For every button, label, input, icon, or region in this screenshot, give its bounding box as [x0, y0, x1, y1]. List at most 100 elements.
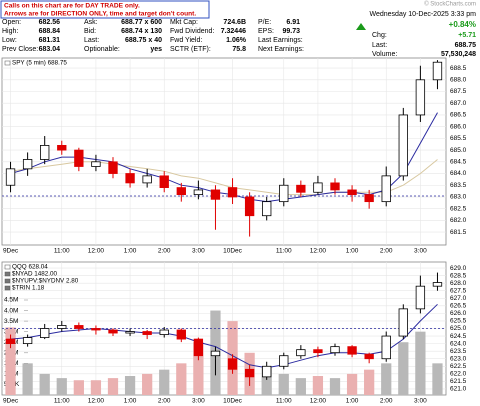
y-tick-label: 682.0	[450, 217, 467, 224]
candle-body	[330, 346, 340, 354]
volume-tick-label: 3.5M	[4, 318, 18, 325]
candle-body	[210, 189, 221, 200]
candle-body	[176, 329, 186, 340]
legend-entry: SPY (5 min) 688.75	[12, 60, 67, 67]
y-tick-label: 628.0	[450, 280, 467, 287]
x-tick-label: 12:00	[310, 248, 327, 255]
legend-swatch	[4, 285, 11, 291]
candle-body	[5, 168, 16, 186]
x-tick-label: 11:00	[276, 248, 292, 255]
x-tick-label: 12:00	[310, 398, 327, 405]
change-pct: +0.84%	[449, 20, 476, 29]
quote-value: 6.91	[286, 19, 300, 26]
y-tick-label: 621.5	[450, 378, 467, 385]
candle-body	[313, 182, 323, 193]
candle-body	[159, 175, 169, 188]
volume-bar	[124, 376, 136, 395]
candle-body	[57, 145, 67, 151]
candle-body	[57, 325, 67, 329]
y-tick-label: 622.5	[450, 363, 467, 370]
quote-value: 683.04	[39, 46, 61, 53]
x-tick-label: 3:00	[414, 398, 427, 405]
volume-bar	[22, 363, 33, 395]
candle-body	[142, 175, 152, 184]
candle-body	[244, 196, 255, 217]
volume-bar	[90, 380, 102, 395]
quote-label: Prev Close:	[2, 46, 38, 53]
quote-label: Fwd Yield:	[170, 37, 202, 44]
y-tick-label: 627.5	[450, 287, 467, 294]
chg-value: +5.71	[458, 32, 476, 39]
candle-body	[91, 161, 101, 167]
x-tick-label: 2:00	[158, 248, 171, 255]
candle-body	[347, 189, 357, 196]
x-tick-label: 2:00	[380, 398, 393, 405]
x-tick-label: 3:00	[192, 398, 205, 405]
candle-body	[381, 175, 391, 203]
legend-swatch	[4, 264, 11, 270]
volume-bar	[56, 378, 67, 395]
x-tick-label: 12:00	[88, 398, 105, 405]
quote-value: 681.31	[39, 37, 61, 44]
candle-body	[74, 149, 84, 167]
quote-label: Bid:	[84, 28, 96, 35]
x-tick-label: 2:00	[380, 248, 393, 255]
legend-entry: $NYAD 1482.00	[12, 271, 58, 278]
y-tick-label: 683.5	[450, 182, 467, 189]
y-tick-label: 622.0	[450, 371, 467, 378]
quote-label: P/E:	[258, 19, 271, 26]
y-tick-label: 625.0	[450, 325, 467, 332]
quote-label: Next Earnings:	[258, 46, 304, 53]
volume-bar	[295, 378, 306, 395]
candle-body	[296, 349, 306, 357]
volume-bar	[159, 369, 170, 395]
volume-label: Volume:	[372, 51, 397, 58]
candle-body	[227, 358, 238, 370]
y-tick-label: 686.0	[450, 123, 467, 130]
y-tick-label: 684.0	[450, 170, 467, 177]
x-tick-label: 10Dec	[223, 398, 243, 405]
quote-label: High:	[2, 28, 18, 35]
quote-value: 7.32446	[221, 28, 246, 35]
quote-value: 724.6B	[223, 19, 246, 26]
y-tick-label: 624.5	[450, 333, 467, 340]
quote-value: 688.77 x 600	[121, 19, 162, 26]
volume-bar	[278, 373, 289, 395]
volume-bar	[415, 331, 426, 395]
y-tick-label: 628.5	[450, 272, 467, 279]
quote-value: 75.8	[232, 46, 246, 53]
timestamp: Wednesday 10-Dec-2025 3:33 pm	[370, 11, 477, 18]
volume-bar	[346, 373, 358, 395]
x-tick-label: 3:00	[414, 248, 427, 255]
x-tick-label: 10Dec	[223, 248, 243, 255]
volume-bar	[261, 367, 272, 395]
x-tick-label: 11:00	[54, 398, 70, 405]
x-tick-label: 1:00	[346, 248, 359, 255]
candle-body	[22, 337, 33, 345]
quote-label: SCTR (ETF):	[170, 46, 211, 53]
volume-bar	[107, 378, 119, 395]
x-tick-label: 1:00	[346, 398, 359, 405]
legend-entry: $TRIN 1.18	[12, 285, 45, 292]
candle-body	[5, 338, 16, 345]
candle-body	[244, 368, 255, 378]
y-tick-label: 682.5	[450, 205, 467, 212]
candle-body	[432, 61, 443, 81]
watermark: © StockCharts.com	[424, 1, 476, 8]
y-tick-label: 621.0	[450, 386, 467, 393]
quote-label: Mkt Cap:	[170, 19, 198, 26]
legend-entry: $NYUPV:$NYDNV 2.80	[12, 278, 79, 285]
y-tick-label: 627.0	[450, 295, 467, 302]
candle-body	[74, 325, 84, 329]
quote-label: Last:	[84, 37, 99, 44]
x-tick-label: 1:00	[124, 248, 137, 255]
candle-body	[125, 331, 135, 334]
last-label: Last:	[372, 42, 387, 49]
x-tick-label: 9Dec	[3, 398, 19, 405]
quote-label: EPS:	[258, 28, 274, 35]
volume-bar	[176, 363, 187, 395]
notice-line: Arrows are for DIRECTION ONLY, time and …	[4, 10, 196, 17]
legend-swatch	[4, 271, 11, 277]
volume-bar	[398, 342, 409, 395]
candle-body	[398, 308, 408, 337]
